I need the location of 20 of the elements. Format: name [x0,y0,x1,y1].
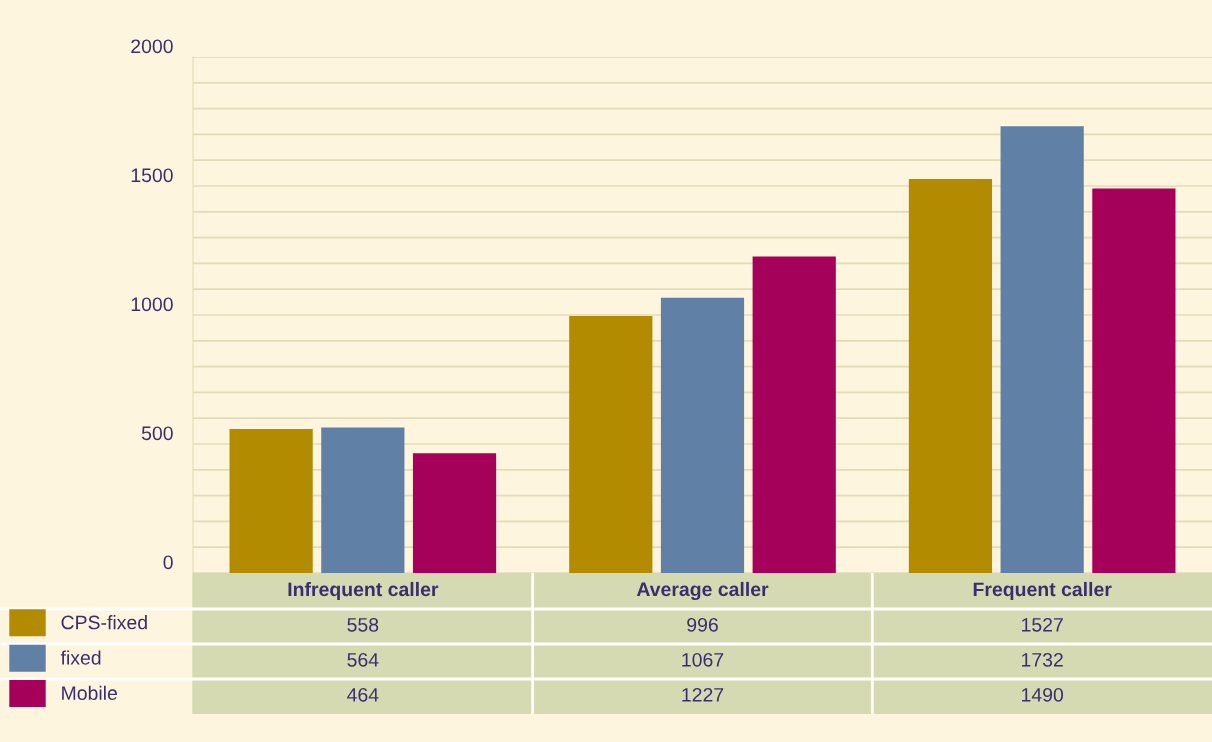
y-tick-label: 1500 [131,168,173,183]
data-label: 1490 [1022,687,1064,702]
x-tick-label: Average caller [636,581,769,601]
legend-label: Mobile [62,685,117,701]
y-tick-label: 1000 [131,297,173,312]
data-label: 1067 [682,652,724,667]
y-tick-label: 500 [141,426,173,441]
data-label: 564 [347,652,379,667]
data-label: 996 [687,617,718,632]
legend-label: CPS-fixed [61,615,147,630]
data-label: 464 [347,687,379,702]
x-tick-label: Frequent caller [973,581,1112,601]
data-label: 1732 [1022,652,1063,667]
data-label: 1227 [682,687,724,702]
y-tick-label: 2000 [131,39,173,54]
data-label: 558 [347,617,379,632]
data-label: 1527 [1022,617,1063,632]
x-tick-label: Infrequent caller [288,581,439,601]
legend-label: fixed [60,650,101,665]
y-tick-label: 0 [163,555,173,570]
